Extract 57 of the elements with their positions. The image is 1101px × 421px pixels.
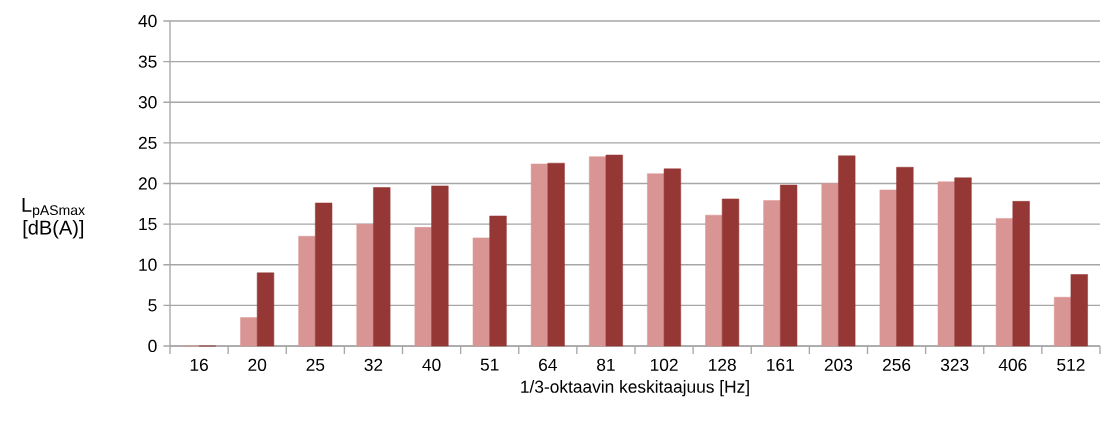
y-tick-label: 20	[138, 177, 157, 190]
x-tick-label: 406	[998, 358, 1027, 371]
y-axis-title: L$_{pASmax}$ [dB(A)]	[22, 198, 85, 239]
bar	[356, 223, 374, 347]
bar	[315, 202, 333, 347]
bar	[489, 215, 507, 347]
bar	[995, 218, 1014, 347]
bar	[954, 177, 972, 347]
bar	[530, 163, 549, 347]
bar	[663, 168, 681, 347]
x-tick-label: 128	[709, 358, 736, 371]
bar	[780, 184, 798, 347]
bar	[1070, 274, 1088, 347]
bar	[705, 214, 723, 347]
x-tick-label: 81	[597, 358, 615, 371]
x-axis-title: 1/3-oktaavin keskitaajuus [Hz]	[521, 380, 749, 397]
x-tick-label: 64	[539, 358, 557, 371]
bar	[431, 185, 449, 347]
bar	[256, 272, 275, 347]
x-tick-label: 256	[882, 358, 911, 371]
x-tick-label: 16	[190, 358, 208, 371]
x-tick-label: 512	[1057, 358, 1085, 371]
x-tick-label: 51	[480, 358, 499, 371]
bar	[1053, 296, 1072, 347]
bar	[1012, 201, 1030, 347]
bar	[937, 181, 955, 347]
x-tick-label: 102	[650, 358, 678, 371]
bar	[472, 237, 490, 347]
x-tick-label: 203	[824, 358, 853, 371]
bar	[838, 155, 856, 347]
y-tick-label: 0	[148, 339, 157, 353]
y-tick-label: 25	[138, 136, 157, 149]
bar	[589, 156, 607, 347]
bar	[879, 189, 897, 347]
bar	[240, 317, 258, 347]
bar	[647, 173, 665, 347]
bar	[605, 154, 623, 347]
y-tick-label: 15	[139, 218, 157, 231]
y-tick-label: 40	[138, 14, 157, 28]
x-tick-label: 40	[422, 358, 441, 371]
bar	[896, 166, 914, 347]
x-tick-label: 161	[767, 358, 794, 371]
x-tick-label: 25	[306, 358, 325, 371]
bar	[763, 200, 781, 347]
bar	[298, 236, 316, 347]
y-tick-label: 35	[138, 55, 157, 68]
y-tick-label: 30	[138, 96, 157, 109]
x-tick-label: 323	[940, 358, 969, 371]
bar	[821, 183, 839, 347]
bar	[721, 198, 740, 347]
bar	[547, 162, 565, 347]
y-tick-label: 5	[148, 299, 157, 312]
bar	[414, 227, 432, 347]
x-tick-label: 20	[248, 358, 267, 371]
y-tick-label: 10	[139, 258, 157, 271]
bar	[373, 187, 391, 347]
x-tick-label: 32	[364, 358, 383, 371]
